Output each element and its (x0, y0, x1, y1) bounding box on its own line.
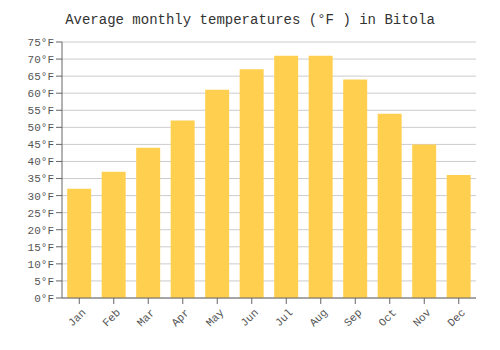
svg-text:70°F: 70°F (28, 54, 54, 66)
svg-text:60°F: 60°F (28, 88, 54, 100)
svg-text:45°F: 45°F (28, 139, 54, 151)
svg-text:25°F: 25°F (28, 208, 54, 220)
svg-text:35°F: 35°F (28, 173, 54, 185)
svg-text:50°F: 50°F (28, 122, 54, 134)
svg-text:15°F: 15°F (28, 242, 54, 254)
svg-text:Feb: Feb (100, 307, 122, 329)
svg-text:0°F: 0°F (34, 293, 54, 305)
svg-text:10°F: 10°F (28, 259, 54, 271)
svg-text:55°F: 55°F (28, 105, 54, 117)
svg-text:Aug: Aug (307, 307, 329, 329)
svg-text:30°F: 30°F (28, 191, 54, 203)
svg-text:May: May (204, 306, 227, 329)
svg-text:65°F: 65°F (28, 71, 54, 83)
html-text:Average monthly temperatures (: Average monthly temperatures (°F ) in Bi… (65, 12, 435, 28)
svg-text:20°F: 20°F (28, 225, 54, 237)
svg-text:Sep: Sep (342, 307, 364, 329)
svg-text:Mar: Mar (135, 307, 157, 329)
svg-text:Jan: Jan (66, 307, 88, 329)
svg-text:Jun: Jun (238, 307, 260, 329)
svg-text:75°F: 75°F (28, 37, 54, 49)
svg-text:Jul: Jul (273, 307, 295, 329)
svg-text:40°F: 40°F (28, 156, 54, 168)
svg-text:5°F: 5°F (34, 276, 54, 288)
svg-text:Apr: Apr (169, 307, 191, 329)
svg-text:Dec: Dec (445, 307, 467, 329)
svg-text:Nov: Nov (411, 306, 434, 329)
svg-text:Oct: Oct (376, 307, 398, 329)
